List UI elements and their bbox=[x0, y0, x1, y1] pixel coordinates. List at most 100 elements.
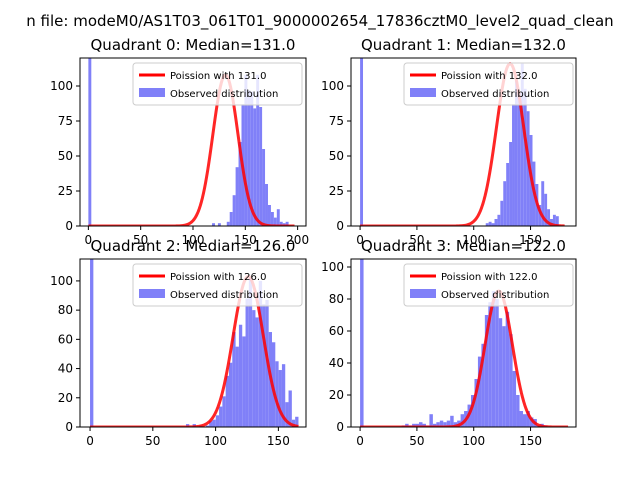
histogram-bar bbox=[523, 88, 527, 226]
legend-label-poisson: Poission with 126.0 bbox=[170, 272, 266, 283]
legend-bar-swatch bbox=[410, 289, 436, 298]
legend-bar-swatch bbox=[410, 88, 436, 97]
legend-label-poisson: Poission with 131.0 bbox=[170, 71, 266, 82]
histogram-bar bbox=[212, 223, 215, 226]
histogram-bar bbox=[529, 417, 534, 427]
histogram-bar bbox=[238, 324, 243, 427]
histogram-bar bbox=[517, 93, 521, 226]
histogram-bar bbox=[219, 406, 223, 427]
histogram-bar bbox=[288, 390, 292, 427]
histogram-bar bbox=[267, 205, 271, 226]
y-tick-label: 0 bbox=[65, 420, 73, 434]
histogram-bar bbox=[509, 334, 513, 427]
legend-label-poisson: Poission with 132.0 bbox=[441, 71, 537, 82]
histogram-bar bbox=[276, 209, 280, 226]
histogram-bar bbox=[278, 370, 282, 427]
histogram-bar bbox=[488, 302, 492, 427]
histogram-bar bbox=[503, 181, 507, 226]
histogram-bar bbox=[550, 219, 553, 226]
panel-quadrant-0: 0 50 100 150 200 0 25 50 75 100 Quadrant 0: Median… bbox=[50, 36, 309, 247]
histogram-bar bbox=[270, 212, 274, 226]
legend-label-poisson: Poission with 122.0 bbox=[441, 272, 537, 283]
histogram-bar bbox=[512, 371, 517, 427]
y-tick-label: 100 bbox=[321, 260, 344, 274]
histogram-bar bbox=[242, 336, 246, 427]
histogram-bar bbox=[450, 415, 454, 427]
histogram-bar bbox=[429, 414, 433, 427]
legend-label-observed: Observed distribution bbox=[170, 290, 278, 301]
x-tick-label: 200 bbox=[286, 233, 309, 247]
histogram-bar bbox=[498, 318, 503, 427]
histogram-bar bbox=[209, 421, 213, 427]
histogram-bar bbox=[481, 343, 485, 427]
histogram-bar bbox=[422, 423, 426, 427]
histogram-bar bbox=[273, 217, 277, 226]
histogram-bar bbox=[222, 396, 226, 427]
histogram-bar bbox=[265, 184, 268, 226]
y-tick-label: 80 bbox=[58, 303, 73, 317]
histogram-bar bbox=[226, 221, 230, 226]
histogram-bar bbox=[522, 414, 527, 427]
histogram-bar bbox=[500, 200, 504, 226]
y-tick-label: 0 bbox=[336, 420, 344, 434]
y-tick-label: 50 bbox=[329, 149, 344, 163]
histogram-bar bbox=[235, 167, 239, 226]
histogram-bar bbox=[253, 108, 257, 226]
legend-label-observed: Observed distribution bbox=[170, 89, 278, 100]
histogram-bar bbox=[295, 416, 299, 427]
x-tick-label: 50 bbox=[409, 233, 424, 247]
histogram-bar bbox=[90, 259, 94, 427]
y-tick-label: 0 bbox=[65, 219, 73, 233]
y-tick-label: 50 bbox=[58, 149, 73, 163]
histogram-bar bbox=[262, 149, 266, 226]
histogram-bar bbox=[405, 423, 409, 427]
histogram-bar bbox=[497, 214, 501, 226]
histogram-bar bbox=[238, 142, 242, 226]
histogram-bar bbox=[205, 425, 210, 427]
histogram-bar bbox=[215, 415, 220, 427]
legend-bar-swatch bbox=[139, 88, 165, 97]
legend-label-observed: Observed distribution bbox=[441, 290, 549, 301]
histogram-bar bbox=[491, 223, 495, 226]
histogram-bar bbox=[544, 193, 548, 226]
histogram-bar bbox=[505, 311, 510, 427]
x-tick-label: 50 bbox=[133, 233, 148, 247]
legend-label-observed: Observed distribution bbox=[441, 89, 549, 100]
axes-frame bbox=[350, 258, 577, 428]
y-tick-label: 60 bbox=[329, 324, 344, 338]
histogram-bar bbox=[291, 419, 296, 427]
figure-suptitle: n file: modeM0/AS1T03_061T01_9000002654_… bbox=[26, 12, 613, 31]
y-tick-label: 25 bbox=[58, 184, 73, 198]
histogram-bar bbox=[247, 90, 251, 226]
y-tick-label: 100 bbox=[50, 79, 73, 93]
histogram-bar bbox=[275, 361, 279, 427]
axes-frame bbox=[350, 57, 577, 227]
panel-quadrant-2: 0 50 100 150 0 20 40 60 80 100 Quadrant 2: Median=… bbox=[50, 237, 307, 448]
histogram-bar bbox=[541, 181, 545, 226]
histogram-bar bbox=[235, 346, 239, 427]
histogram-bar bbox=[484, 315, 489, 427]
x-tick-label: 0 bbox=[85, 233, 93, 247]
legend: Poission with 131.0 Observed distribution bbox=[132, 62, 303, 106]
histogram-bar bbox=[491, 291, 496, 427]
histogram-bar bbox=[552, 214, 556, 226]
histogram-bar bbox=[281, 364, 286, 427]
histogram-bar bbox=[419, 422, 423, 427]
x-tick-label: 150 bbox=[519, 434, 542, 448]
x-tick-label: 0 bbox=[356, 233, 364, 247]
x-tick-label: 150 bbox=[234, 233, 257, 247]
x-tick-label: 150 bbox=[267, 434, 290, 448]
axes-frame bbox=[79, 258, 307, 428]
histogram-bar bbox=[250, 91, 254, 226]
histogram-bar bbox=[232, 332, 236, 427]
x-tick-label: 50 bbox=[409, 434, 424, 448]
histogram-bar bbox=[538, 205, 542, 226]
y-tick-label: 0 bbox=[336, 219, 344, 233]
histogram-bar bbox=[255, 317, 259, 427]
x-tick-label: 0 bbox=[356, 434, 364, 448]
y-tick-label: 80 bbox=[329, 292, 344, 306]
histogram-bar bbox=[360, 259, 364, 427]
histogram-bar bbox=[225, 375, 229, 427]
histogram-bar bbox=[509, 142, 513, 226]
